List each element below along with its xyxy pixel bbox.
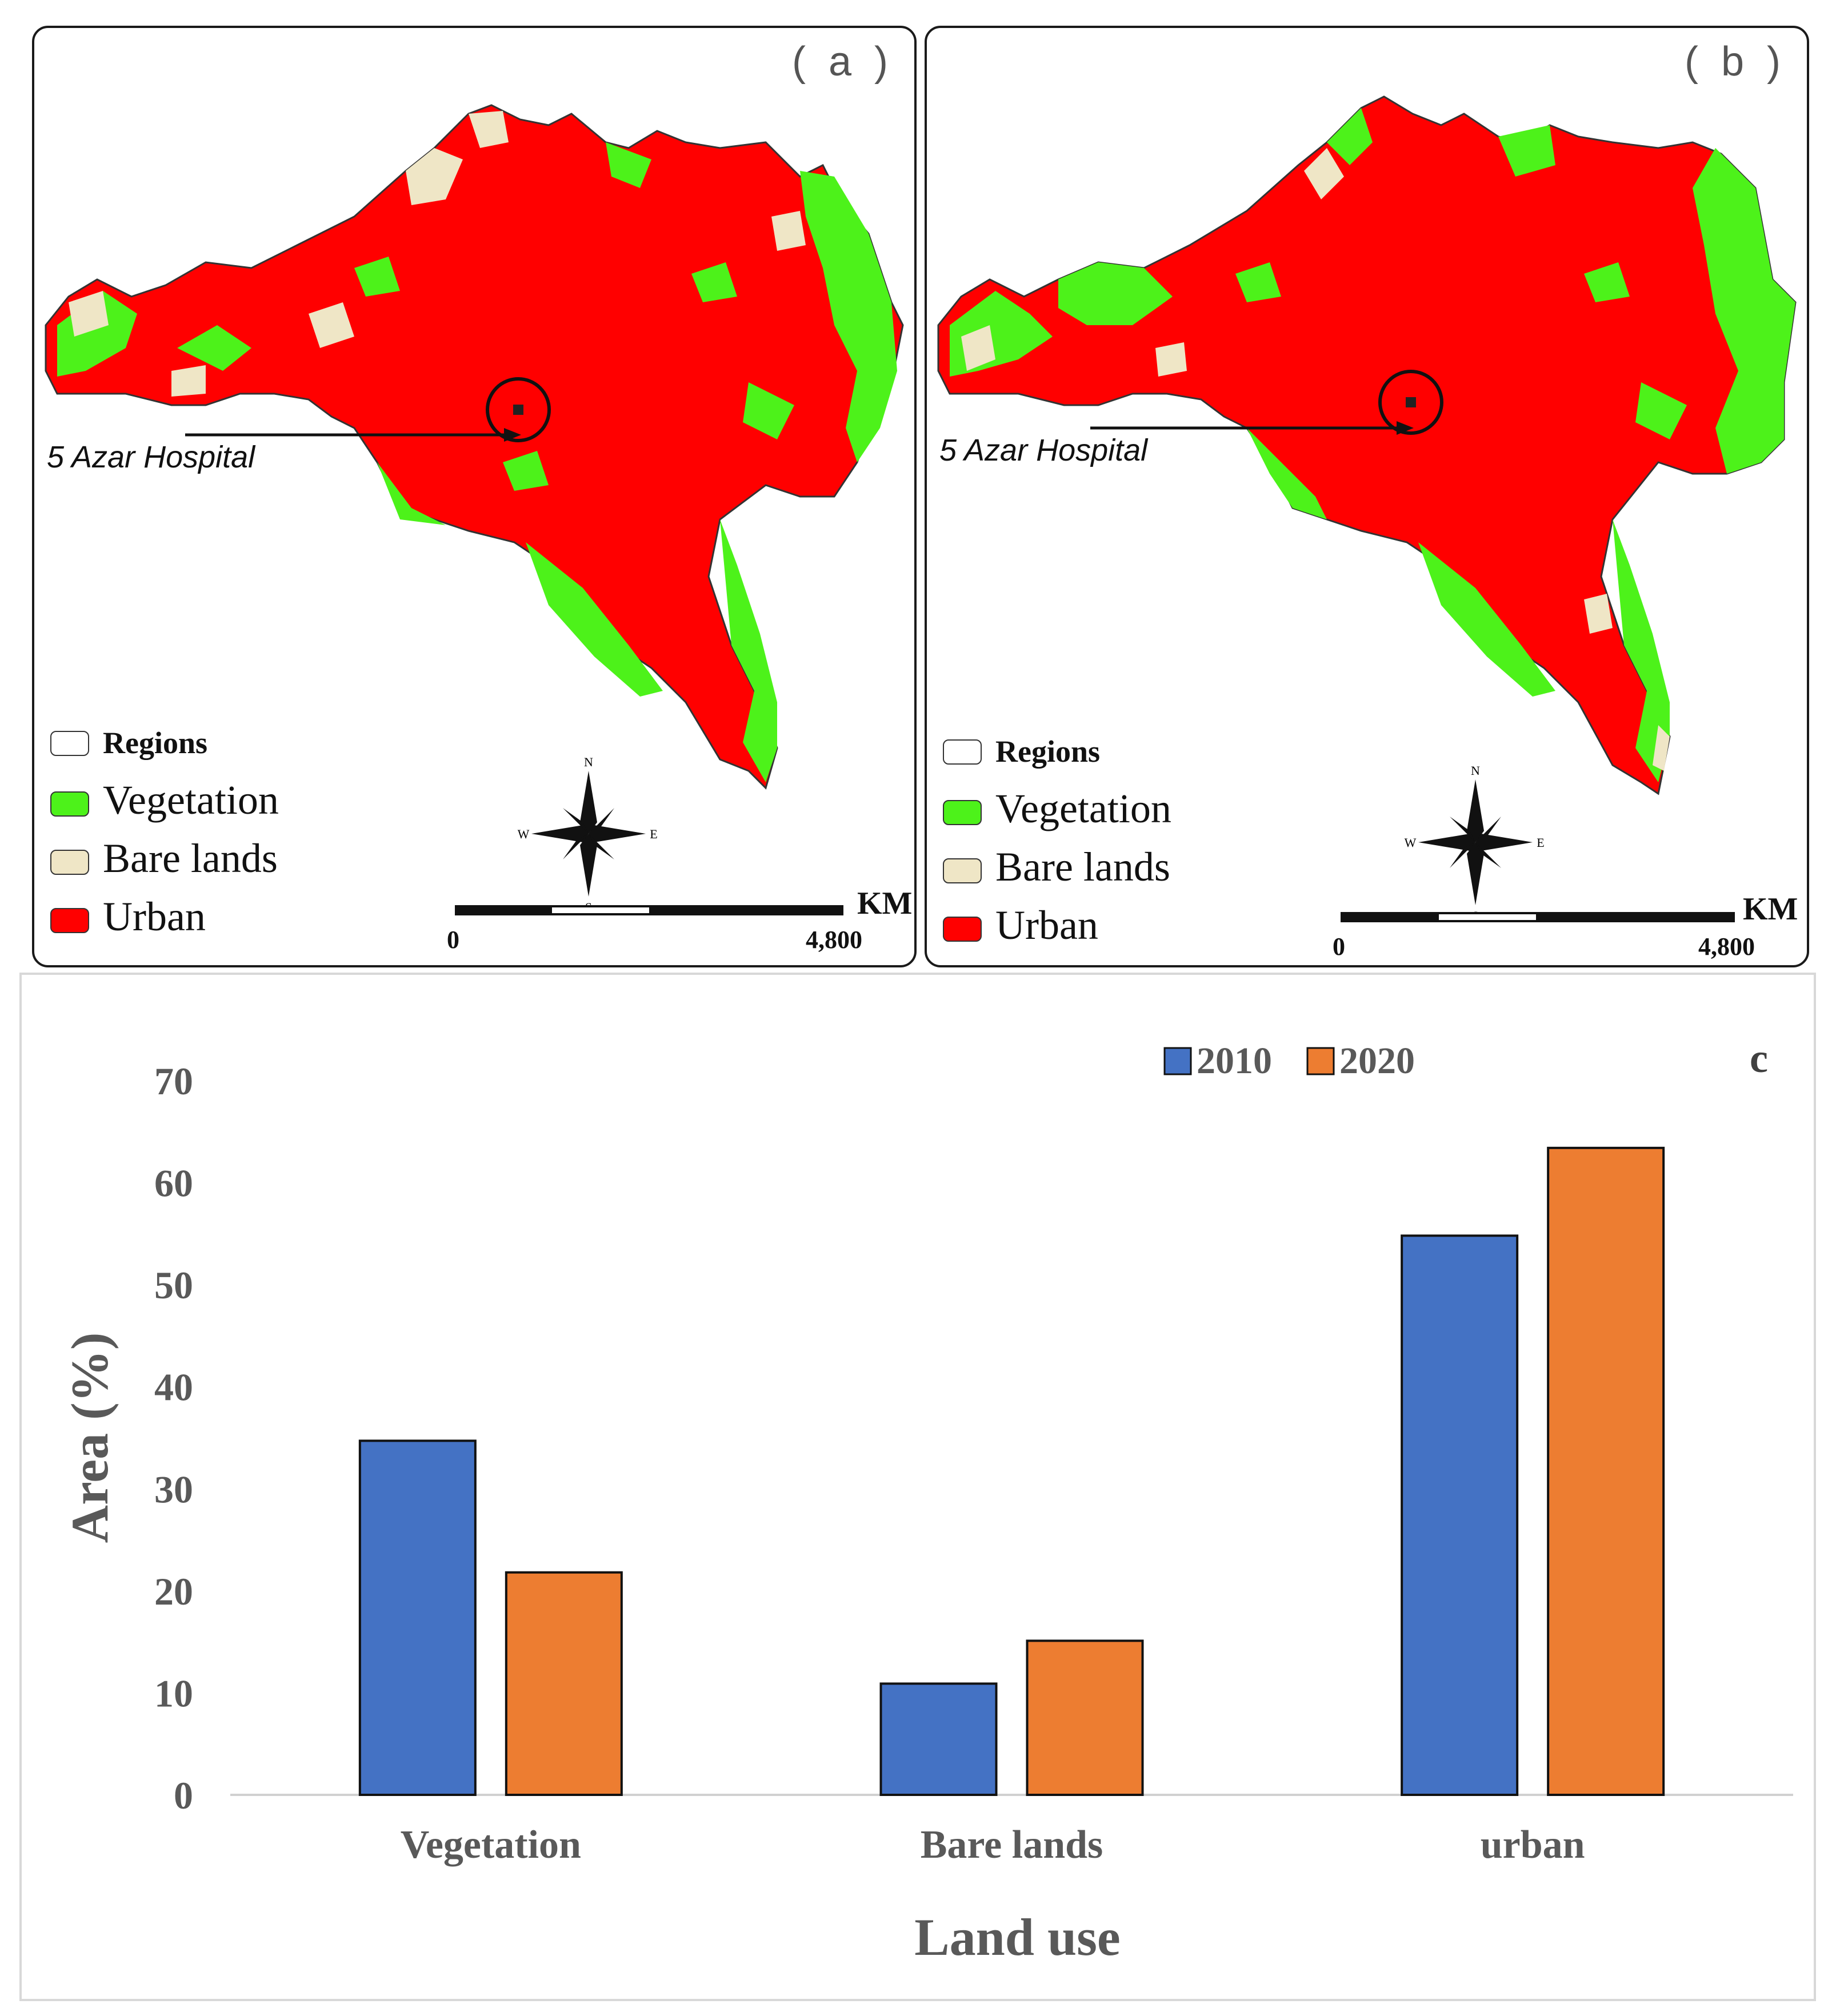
legend-label: Urban [103, 894, 206, 939]
hospital-marker [513, 405, 523, 415]
bars [358, 1146, 1665, 1797]
bar-2020-vegetation [505, 1571, 623, 1796]
compass-w: W [518, 827, 530, 841]
legend-swatch-urban [943, 917, 982, 942]
land-use-map-2010 [45, 104, 904, 790]
hospital-label: 5 Azar Hospital [47, 440, 255, 474]
hospital-marker [1406, 397, 1416, 407]
hospital-marker-circle [486, 377, 551, 442]
legend-swatch-vegetation [50, 791, 89, 817]
scale-end: 4,800 [806, 926, 862, 954]
arrow-head [1397, 421, 1414, 435]
hospital-marker-circle [1378, 370, 1443, 435]
x-axis-ticks: Vegetation Bare lands urban [401, 1823, 1585, 1867]
scale-bar [1341, 912, 1735, 922]
legend-label: Vegetation [103, 777, 279, 823]
north-arrow-icon: N S E W [518, 755, 658, 914]
legend-swatch-regions [50, 731, 89, 756]
legend-label: Bare lands [103, 835, 278, 881]
vegetation-patches [57, 142, 897, 782]
legend-swatch-vegetation [943, 800, 982, 825]
chart-legend: 2010 2020 [1163, 1040, 1415, 1082]
panel-label: ( b ) [1684, 39, 1786, 85]
scale-start: 0 [447, 926, 459, 954]
bare-land-patches [69, 111, 806, 397]
legend-label-2020: 2020 [1339, 1040, 1415, 1082]
compass-n: N [1471, 763, 1480, 778]
legend-label: Regions [995, 734, 1101, 769]
land-use-map-2020 [937, 95, 1797, 795]
bar-2010-vegetation [358, 1439, 477, 1796]
y-tick-label: 20 [154, 1570, 193, 1613]
x-axis-label: Land use [914, 1908, 1121, 1966]
y-tick-label: 0 [174, 1774, 193, 1817]
scale-bar [455, 905, 843, 915]
x-tick-label: Bare lands [921, 1823, 1103, 1867]
bar-chart-panel: 0 10 20 30 40 50 60 70 Vegetation Bare lands urba… [19, 973, 1816, 2001]
y-axis-ticks: 0 10 20 30 40 50 60 70 [154, 1059, 193, 1817]
y-tick-label: 30 [154, 1467, 193, 1511]
bar-2010-urban [1401, 1234, 1519, 1796]
compass-w: W [1405, 835, 1417, 850]
legend-label: Bare lands [995, 844, 1170, 890]
legend-label: Urban [995, 902, 1098, 948]
y-tick-label: 70 [154, 1059, 193, 1103]
map-region-shape [45, 104, 904, 790]
bare-land-patches [961, 148, 1670, 771]
y-axis-label: Area (%) [61, 1333, 119, 1543]
panel-label: ( a ) [791, 39, 894, 85]
compass-e: E [650, 827, 657, 841]
panel-label: c [1750, 1035, 1768, 1081]
bar-2010-bare-lands [879, 1682, 998, 1797]
north-arrow-icon: N S E W [1405, 763, 1545, 923]
y-tick-label: 10 [154, 1671, 193, 1715]
legend-label: Vegetation [995, 786, 1171, 831]
x-tick-label: urban [1481, 1823, 1585, 1867]
bar-2020-urban [1547, 1146, 1665, 1796]
legend-swatch-bare-lands [943, 858, 982, 883]
scale-start: 0 [1333, 933, 1345, 961]
legend-label: Regions [103, 726, 208, 760]
vegetation-patches [950, 108, 1795, 782]
legend-swatch-bare-lands [50, 850, 89, 875]
hospital-label: 5 Azar Hospital [939, 433, 1148, 467]
bar-chart: 0 10 20 30 40 50 60 70 Vegetation Bare lands urba… [61, 1035, 1793, 1966]
y-tick-label: 40 [154, 1366, 193, 1409]
map-panel-a: ( a ) 5 Azar Hospital Regions Vegetation… [32, 26, 917, 967]
arrow-head [504, 428, 521, 442]
legend-swatch-2020 [1306, 1047, 1335, 1075]
compass-n: N [584, 755, 593, 769]
legend-swatch-urban [50, 908, 89, 933]
legend-swatch-regions [943, 739, 982, 765]
y-tick-label: 60 [154, 1162, 193, 1205]
legend-label-2010: 2010 [1197, 1040, 1272, 1082]
scale-end: 4,800 [1698, 933, 1755, 961]
compass-e: E [1537, 835, 1544, 850]
map-panel-b: ( b ) 5 Azar Hospital Regions Vegetation… [925, 26, 1809, 967]
legend-swatch-2010 [1163, 1047, 1192, 1075]
x-tick-label: Vegetation [401, 1823, 581, 1867]
scale-unit: KM [1743, 891, 1798, 927]
y-tick-label: 50 [154, 1263, 193, 1307]
bar-2020-bare-lands [1026, 1639, 1144, 1797]
scale-unit: KM [857, 886, 913, 921]
